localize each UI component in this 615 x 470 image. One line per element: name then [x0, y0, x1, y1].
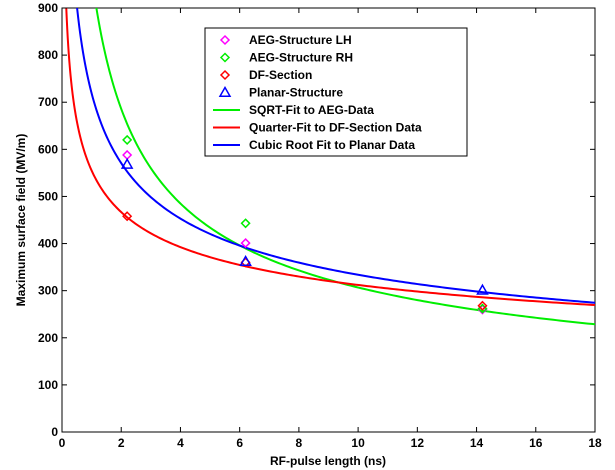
legend-marker-aeg-structure-lh	[219, 34, 231, 46]
x-tick-label: 6	[236, 436, 243, 450]
x-tick-label: 10	[351, 436, 365, 450]
y-tick-label: 0	[51, 425, 58, 439]
y-axis: 0 100 200 300 400 500 600 700 800 900	[38, 1, 595, 439]
x-axis-title: RF-pulse length (ns)	[270, 454, 386, 468]
y-tick-label: 700	[38, 95, 58, 109]
legend-marker-aeg-structure-rh	[219, 52, 231, 63]
x-tick-label: 0	[59, 436, 66, 450]
fit-line-quarter-fit-to-df-section-data	[65, 8, 595, 307]
x-tick-label: 8	[296, 436, 303, 450]
x-tick-label: 16	[529, 436, 543, 450]
x-tick-label: 4	[177, 436, 184, 450]
y-tick-label: 100	[38, 378, 58, 392]
legend-label-quarter-fit-to-df-section-data: Quarter-Fit to DF-Section Data	[249, 121, 422, 135]
legend-label-planar-structure: Planar-Structure	[249, 86, 343, 100]
legend-label-aeg-structure-rh: AEG-Structure RH	[249, 51, 353, 65]
data-point-planar-structure	[120, 157, 134, 169]
y-tick-label: 600	[38, 142, 58, 156]
y-axis-title: Maximum surface field (MV/m)	[14, 134, 28, 307]
fit-line-cubic-root-fit-to-planar-data	[76, 8, 595, 304]
data-point-aeg-structure-lh	[240, 238, 251, 249]
x-tick-label: 2	[118, 436, 125, 450]
legend-label-sqrt-fit-to-aeg-data: SQRT-Fit to AEG-Data	[249, 103, 374, 117]
data-point-aeg-structure-rh	[122, 134, 133, 145]
x-tick-label: 18	[588, 436, 602, 450]
y-tick-label: 300	[38, 284, 58, 298]
data-point-planar-structure	[239, 254, 252, 266]
data-point-planar-structure	[476, 283, 489, 295]
data-point-df-section	[122, 211, 133, 222]
x-tick-label: 14	[470, 436, 484, 450]
data-markers	[120, 134, 489, 315]
data-point-df-section	[477, 300, 488, 311]
legend: AEG-Structure LH AEG-Structure RH DF-Secti…	[204, 27, 468, 157]
legend-marker-planar-structure	[218, 85, 232, 97]
data-point-aeg-structure-rh	[240, 218, 251, 229]
legend-box	[204, 27, 468, 157]
y-tick-label: 500	[38, 189, 58, 203]
fit-lines	[65, 8, 595, 326]
y-tick-label: 200	[38, 331, 58, 345]
legend-label-df-section: DF-Section	[249, 68, 312, 82]
legend-label-cubic-root-fit-to-planar-data: Cubic Root Fit to Planar Data	[249, 138, 415, 152]
legend-label-aeg-structure-lh: AEG-Structure LH	[249, 33, 352, 47]
y-tick-label: 800	[38, 48, 58, 62]
x-tick-label: 12	[411, 436, 425, 450]
y-tick-label: 900	[38, 1, 58, 15]
legend-marker-df-section	[219, 69, 231, 81]
x-axis: 0 2 4 6 8 10 12 14 16 18	[59, 8, 602, 450]
y-tick-label: 400	[38, 237, 58, 251]
